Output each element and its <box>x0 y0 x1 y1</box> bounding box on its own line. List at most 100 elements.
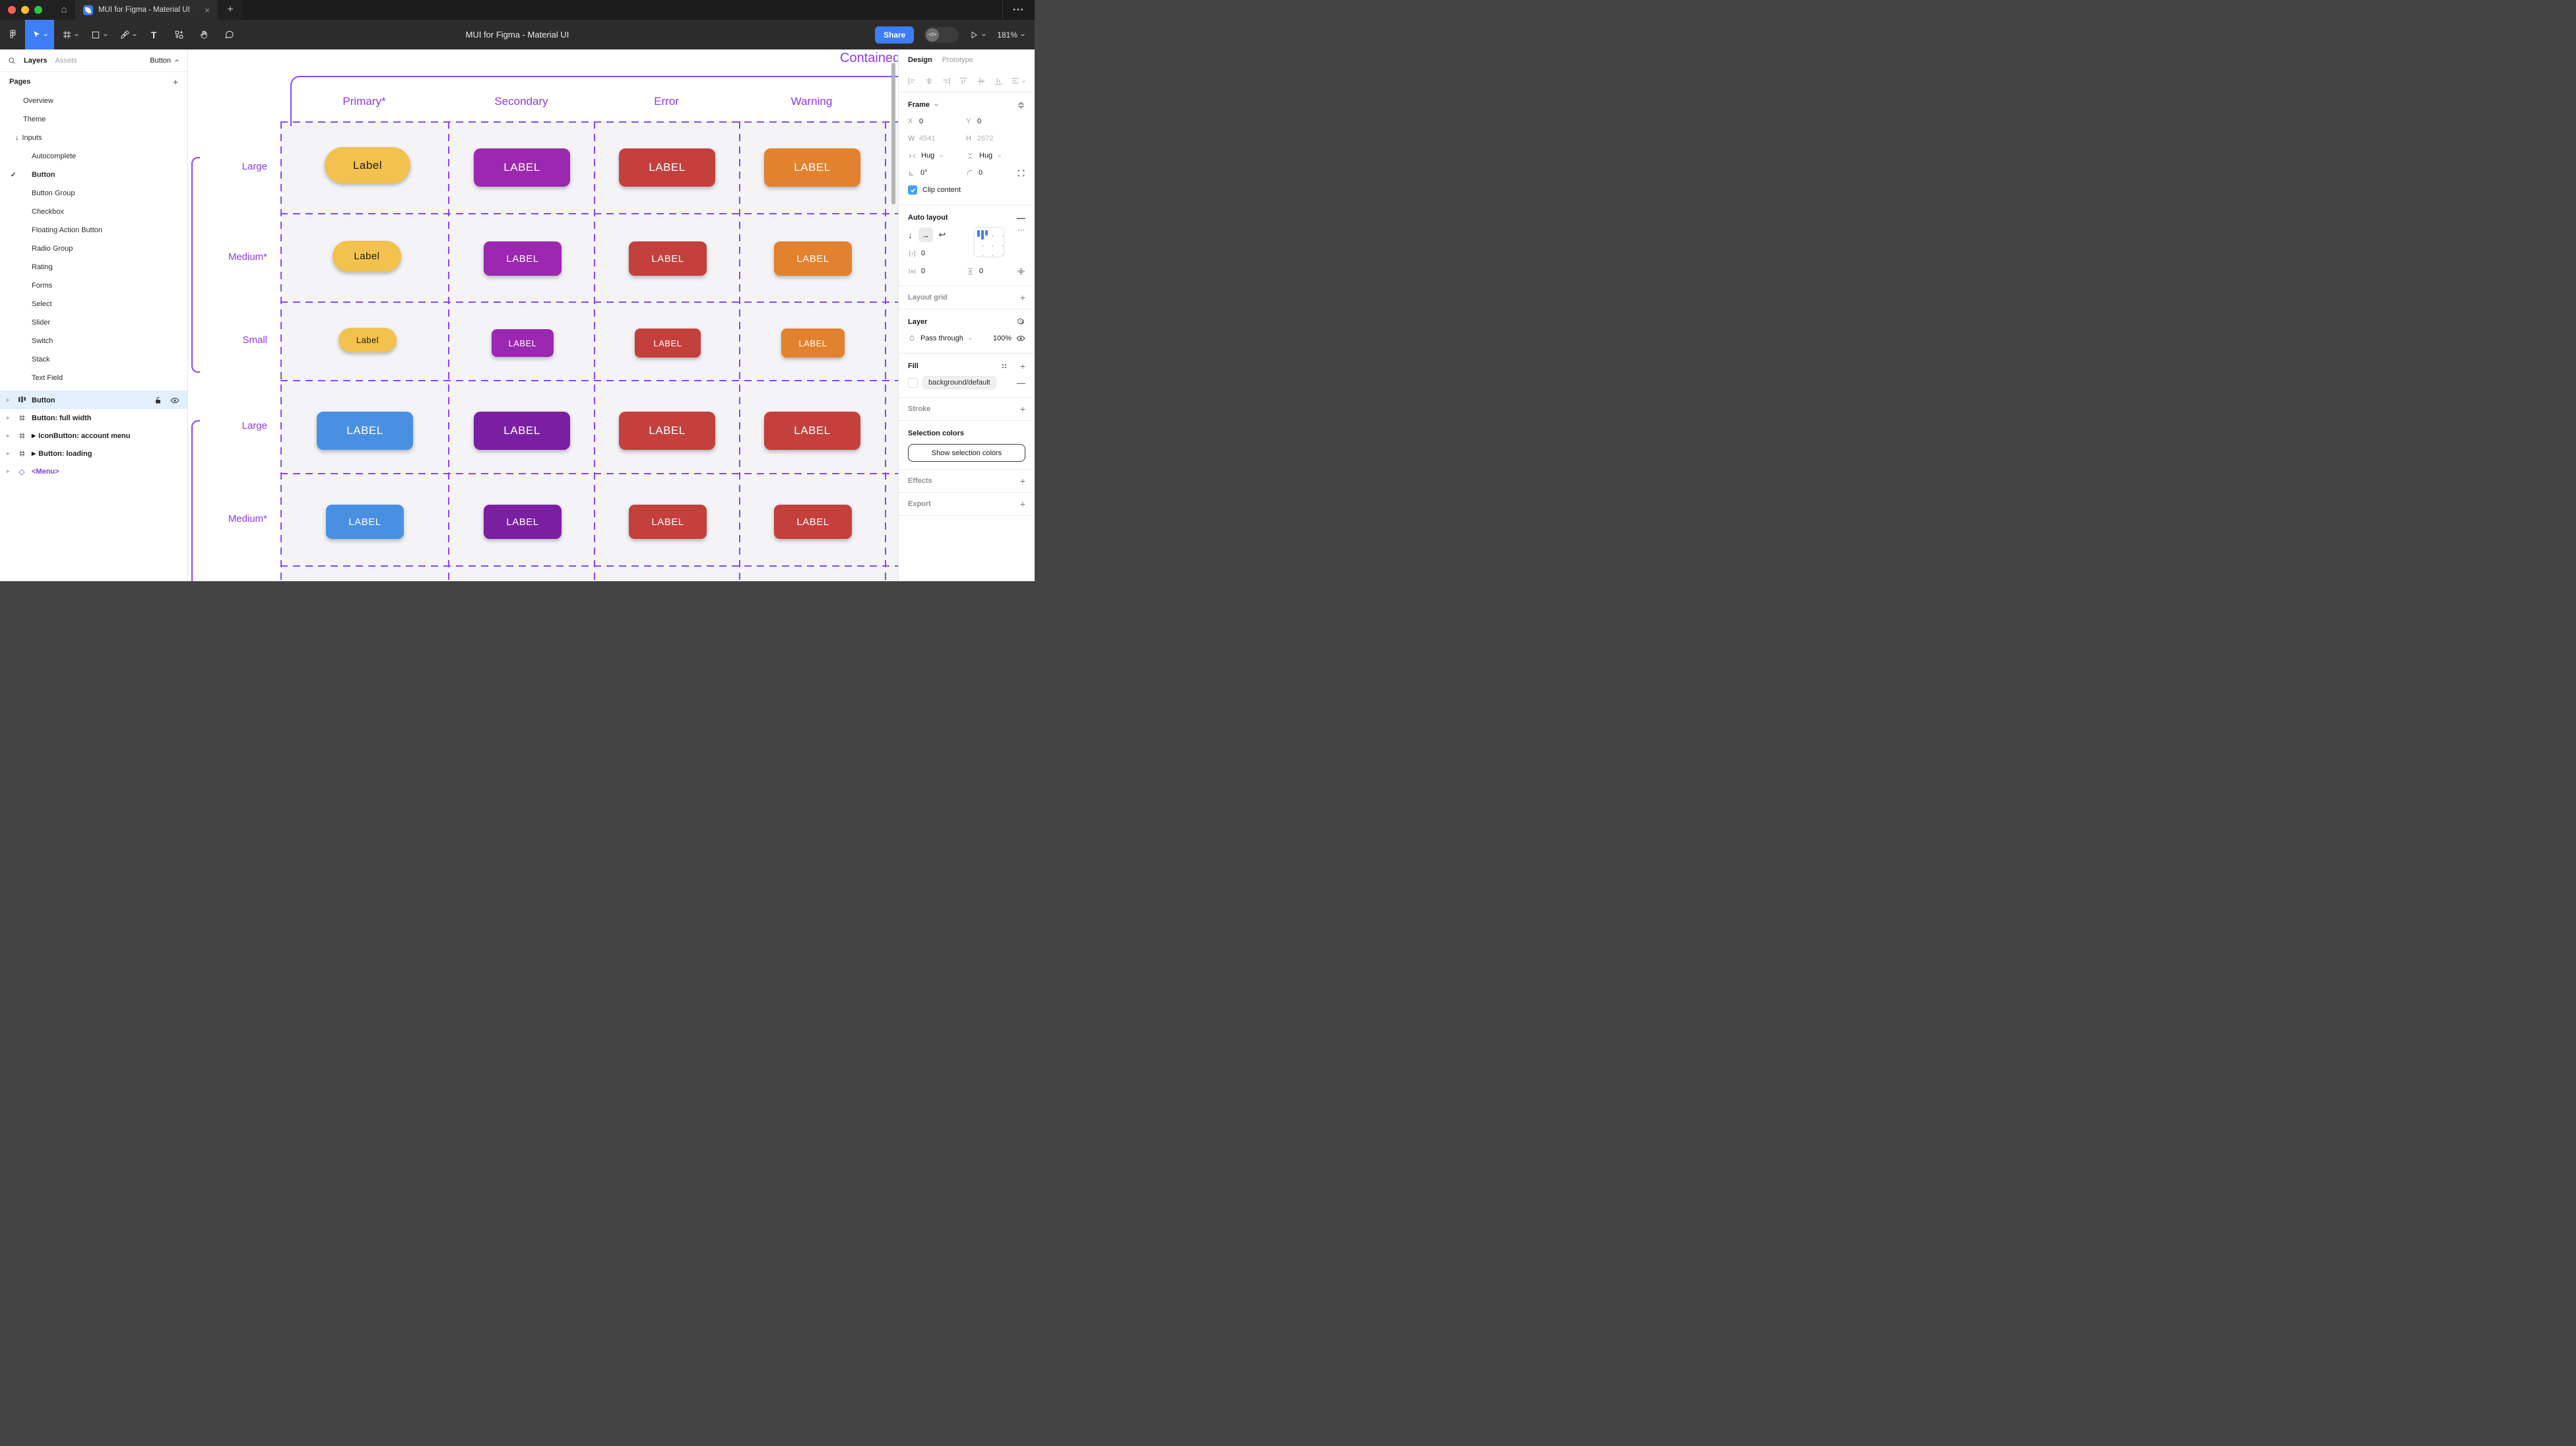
remove-auto-layout-button[interactable]: — <box>1017 212 1025 223</box>
vertical-resizing-dropdown[interactable]: Hug <box>966 152 1024 160</box>
clip-content-checkbox[interactable] <box>908 185 917 195</box>
layer-row-menu-instance[interactable]: ▸ ◇ <Menu> <box>7 466 59 476</box>
width-field[interactable]: W 4541 <box>908 135 936 142</box>
home-icon[interactable]: ⌂ <box>61 4 67 15</box>
page-item-text-field[interactable]: Text Field <box>32 374 63 382</box>
add-layout-grid-button[interactable]: + <box>1019 292 1025 303</box>
frame-tool-button[interactable] <box>54 20 79 49</box>
page-item-rating[interactable]: Rating <box>32 263 53 271</box>
page-item-checkbox[interactable]: Checkbox <box>32 208 64 216</box>
shape-tool-button[interactable] <box>83 20 108 49</box>
window-more-icon[interactable]: ••• <box>1003 0 1035 20</box>
file-tab[interactable]: MUI for Figma - Material UI × <box>75 0 218 20</box>
gap-field[interactable]: 0 <box>908 244 974 263</box>
page-item-button-group[interactable]: Button Group <box>32 189 75 197</box>
page-item-autocomplete[interactable]: Autocomplete <box>32 152 77 160</box>
contained-button-large-secondary[interactable]: LABEL <box>474 148 570 187</box>
tab-assets[interactable]: Assets <box>55 56 77 65</box>
fill-style-chip[interactable]: background/default <box>922 376 996 389</box>
contained-button-medium2-error[interactable]: LABEL <box>629 505 707 539</box>
alignment-grid[interactable] <box>974 227 1004 257</box>
contained-button-large-error[interactable]: LABEL <box>619 148 715 187</box>
corner-radius-field[interactable]: 0 <box>966 169 1007 177</box>
contained-button-medium-error[interactable]: LABEL <box>629 241 707 276</box>
chevron-right-icon[interactable]: ▸ <box>7 396 10 403</box>
independent-corners-icon[interactable] <box>1017 169 1025 177</box>
column-header-warning[interactable]: Warning <box>790 95 833 108</box>
eye-icon[interactable] <box>1016 334 1025 343</box>
independent-padding-icon[interactable] <box>1017 267 1025 276</box>
row-label-large[interactable]: Large <box>242 161 267 172</box>
canvas[interactable]: Contained Primary* Secondary Error Warni… <box>188 49 898 581</box>
chevron-right-icon[interactable]: ▸ <box>7 468 10 474</box>
contained-button-medium-warning[interactable]: LABEL <box>774 241 852 276</box>
page-item-floating-action-button[interactable]: Floating Action Button <box>32 226 103 234</box>
row-label-large-2[interactable]: Large <box>242 420 267 431</box>
contained-button-small-error[interactable]: LABEL <box>635 329 701 358</box>
rotation-field[interactable]: 0° <box>908 169 966 177</box>
page-item-forms[interactable]: Forms <box>32 282 53 290</box>
contained-button-large2-primary[interactable]: LABEL <box>317 412 413 450</box>
auto-layout-horizontal-icon[interactable]: → <box>918 228 933 242</box>
hand-tool-button[interactable] <box>191 20 216 49</box>
add-stroke-button[interactable]: + <box>1019 404 1025 414</box>
chevron-down-icon[interactable] <box>934 102 939 108</box>
zoom-window-button[interactable] <box>34 6 42 14</box>
remove-fill-button[interactable]: — <box>1017 377 1025 388</box>
chevron-right-icon[interactable]: ▸ <box>7 450 10 456</box>
present-button[interactable] <box>969 30 986 40</box>
chevron-right-icon[interactable]: ▸ <box>7 414 10 421</box>
contained-button-small-primary[interactable]: Label <box>338 328 397 352</box>
tab-prototype[interactable]: Prototype <box>942 56 973 64</box>
blend-mode-dropdown[interactable]: Pass through <box>920 334 963 342</box>
contained-button-large2-error[interactable]: LABEL <box>619 412 715 450</box>
contained-button-large2-warning[interactable]: LABEL <box>764 412 860 450</box>
components-tool-button[interactable] <box>166 20 191 49</box>
page-item-stack[interactable]: Stack <box>32 356 50 363</box>
chevron-right-icon[interactable]: ▸ <box>7 432 10 439</box>
horizontal-resizing-dropdown[interactable]: Hug <box>908 152 966 160</box>
new-tab-button[interactable]: + <box>227 4 234 15</box>
row-label-medium[interactable]: Medium* <box>228 251 267 263</box>
page-item-switch[interactable]: Switch <box>32 337 53 345</box>
align-vertical-center-icon[interactable] <box>977 77 986 86</box>
column-header-primary[interactable]: Primary* <box>342 95 386 108</box>
contained-button-medium-secondary[interactable]: LABEL <box>484 241 562 276</box>
main-menu-figma-icon[interactable] <box>0 20 25 49</box>
tab-design[interactable]: Design <box>908 56 932 64</box>
align-left-icon[interactable] <box>907 77 917 86</box>
chevron-down-icon[interactable] <box>968 336 973 341</box>
align-horizontal-center-icon[interactable] <box>924 77 934 86</box>
auto-layout-vertical-icon[interactable]: ↓ <box>908 230 913 240</box>
move-tool-button[interactable] <box>25 20 54 49</box>
horizontal-padding-field[interactable]: 0 <box>908 267 966 276</box>
close-window-button[interactable] <box>8 6 16 14</box>
page-item-theme[interactable]: Theme <box>23 115 46 123</box>
layer-row-iconbutton-account-menu[interactable]: ▸ ▶ IconButton: account menu <box>7 431 131 440</box>
zoom-level-dropdown[interactable]: 181% <box>997 30 1025 40</box>
contained-button-small-warning[interactable]: LABEL <box>781 329 845 358</box>
row-label-small[interactable]: Small <box>242 334 267 346</box>
layer-row-button[interactable]: ▸ Button <box>0 391 187 409</box>
page-item-inputs[interactable]: ↓ Inputs <box>15 134 42 142</box>
section-title[interactable]: Contained <box>840 51 898 65</box>
page-item-slider[interactable]: Slider <box>32 319 51 327</box>
chevron-down-icon[interactable] <box>74 20 82 49</box>
column-header-secondary[interactable]: Secondary <box>494 95 548 108</box>
column-header-error[interactable]: Error <box>654 95 679 108</box>
page-item-select[interactable]: Select <box>32 300 52 308</box>
chevron-down-icon[interactable] <box>103 20 111 49</box>
add-fill-button[interactable]: + <box>1019 361 1025 371</box>
contained-button-large2-secondary[interactable]: LABEL <box>474 412 570 450</box>
distribute-dropdown[interactable] <box>1011 77 1026 86</box>
styles-icon[interactable] <box>1000 362 1008 370</box>
page-item-radio-group[interactable]: Radio Group <box>32 245 73 253</box>
height-field[interactable]: H 2672 <box>966 135 994 142</box>
page-item-overview[interactable]: Overview <box>23 97 53 105</box>
shrink-to-fit-icon[interactable] <box>1017 101 1025 110</box>
eye-icon[interactable] <box>170 396 179 405</box>
row-label-medium-2[interactable]: Medium* <box>228 513 267 524</box>
vertical-padding-field[interactable]: 0 <box>966 267 1007 276</box>
contained-button-large-primary[interactable]: Label <box>325 147 410 183</box>
